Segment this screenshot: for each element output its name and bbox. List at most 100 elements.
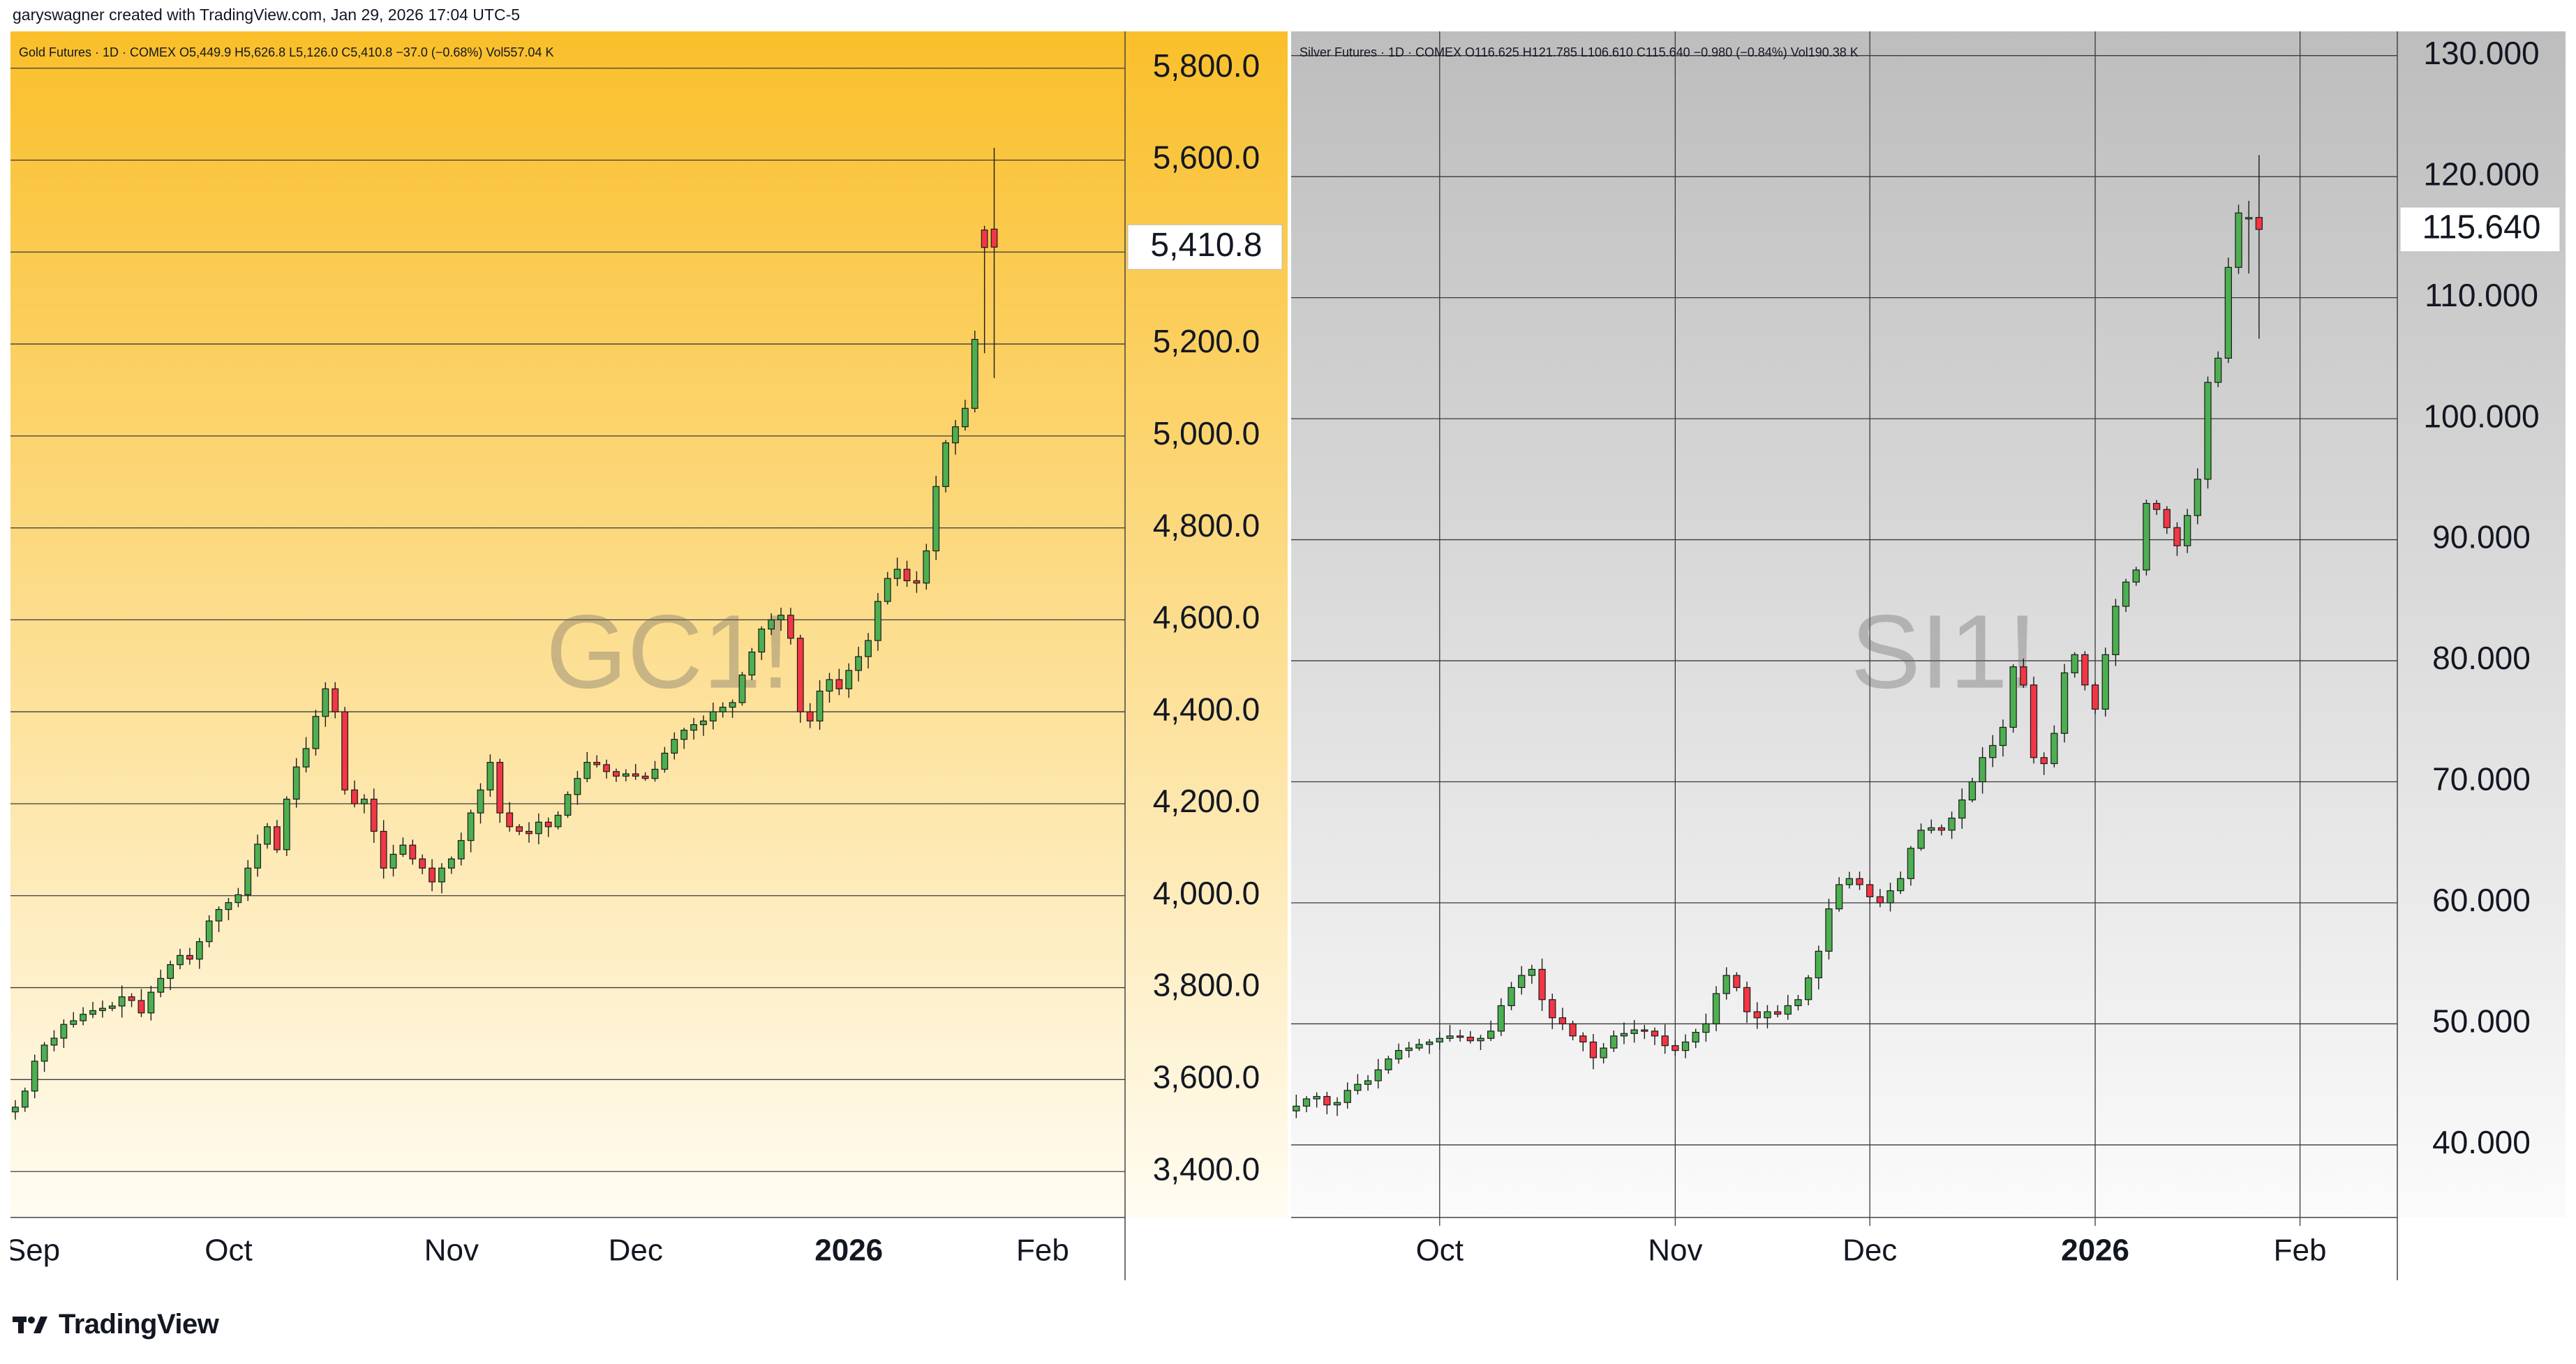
silver-y-tick-label: 60.000	[2432, 882, 2531, 918]
silver-candle-body	[1651, 1031, 1659, 1037]
silver-candle-body	[1753, 1011, 1761, 1019]
gold-candle-body	[244, 867, 252, 896]
silver-candle-body	[1293, 1105, 1300, 1111]
silver-candle-body	[2204, 382, 2212, 480]
silver-candle-body	[1528, 968, 1536, 976]
silver-x-tick-label: Feb	[2274, 1234, 2327, 1268]
gold-candle-body	[195, 941, 203, 960]
gold-candle-body	[835, 679, 843, 689]
gold-candle-body	[952, 426, 959, 444]
gold-candle-body	[137, 1000, 145, 1014]
silver-y-tick-label: 90.000	[2432, 519, 2531, 555]
gold-y-tick-label: 5,800.0	[1153, 47, 1260, 84]
silver-candle-body	[1907, 848, 1915, 879]
silver-candle-body	[1825, 908, 1833, 952]
silver-candle-body	[2235, 212, 2242, 268]
gold-candle-body	[816, 690, 824, 721]
gold-candle-body	[467, 812, 475, 841]
silver-candle-body	[1764, 1011, 1771, 1019]
silver-candle-body	[2009, 666, 2017, 728]
silver-candle-body	[1313, 1095, 1320, 1100]
gold-candle-body	[990, 228, 998, 248]
gold-candle-body	[322, 688, 329, 717]
gold-candle-body	[312, 716, 320, 749]
gold-candle-body	[234, 894, 242, 904]
silver-y-tick-label: 50.000	[2432, 1003, 2531, 1040]
gold-candle-body	[768, 619, 775, 630]
silver-candle-body	[1354, 1084, 1362, 1091]
gold-candle-body	[796, 638, 804, 712]
gold-candle-body	[186, 954, 193, 960]
gold-futures-chart-panel[interactable]: GC1! Gold Futures · 1D · COMEX O5,449.9 H…	[10, 31, 1288, 1287]
gold-candle-body	[622, 773, 630, 777]
silver-candle-body	[1620, 1033, 1628, 1037]
silver-candle-body	[1569, 1023, 1577, 1037]
silver-x-tick-label: Dec	[1842, 1234, 1897, 1268]
gold-y-tick-label: 4,600.0	[1153, 599, 1260, 636]
silver-candle-body	[1405, 1047, 1413, 1051]
silver-candle-body	[1630, 1029, 1638, 1034]
gold-futures-chart[interactable]: GC1! Gold Futures · 1D · COMEX O5,449.9 H…	[10, 31, 1288, 1287]
snapshot-credit: garyswagner created with TradingView.com…	[13, 6, 521, 24]
gold-candle-body	[167, 964, 174, 979]
silver-candle-body	[2101, 654, 2109, 710]
gold-candle-body	[593, 762, 601, 765]
silver-candle-body	[1692, 1031, 1699, 1043]
gold-y-tick-label: 3,400.0	[1153, 1151, 1260, 1187]
silver-candle-body	[1425, 1041, 1434, 1045]
gold-candle-body	[283, 798, 290, 850]
gold-candle-body	[273, 826, 281, 850]
gold-candle-body	[380, 830, 387, 869]
gold-candle-body	[574, 778, 581, 795]
silver-candle-body	[1876, 896, 1884, 904]
gold-candle-body	[661, 752, 669, 770]
silver-candle-body	[1886, 890, 1894, 904]
gold-candle-body	[419, 858, 426, 869]
silver-candle-body	[2112, 606, 2120, 655]
silver-candle-body	[2194, 479, 2201, 516]
silver-candle-body	[1661, 1035, 1669, 1047]
silver-candle-body	[1610, 1035, 1618, 1049]
silver-candle-body	[1579, 1035, 1587, 1043]
gold-y-tick-label: 5,600.0	[1153, 140, 1260, 176]
silver-candle-body	[2091, 684, 2099, 710]
silver-futures-chart-panel[interactable]: SI1! Silver Futures · 1D · COMEX O116.625…	[1291, 31, 2566, 1287]
silver-y-tick-label: 100.000	[2423, 398, 2539, 434]
gold-candle-body	[651, 768, 659, 779]
gold-last-price-label: 5,410.8	[1150, 227, 1262, 264]
silver-candle-body	[1415, 1044, 1423, 1049]
silver-candle-body	[2020, 666, 2027, 686]
silver-candle-body	[1999, 726, 2007, 747]
gold-y-tick-label: 3,600.0	[1153, 1058, 1260, 1095]
silver-candle-body	[1518, 975, 1526, 989]
gold-candle-body	[961, 407, 969, 428]
silver-candle-body	[2081, 654, 2089, 686]
silver-candle-body	[1937, 827, 1946, 831]
silver-candle-body	[1374, 1069, 1382, 1081]
gold-candle-body	[971, 338, 978, 409]
silver-candle-body	[1743, 987, 1751, 1012]
tradingview-footer: TradingView	[13, 1309, 219, 1340]
silver-candle-body	[1549, 999, 1556, 1019]
gold-last-price-box	[1127, 224, 1283, 270]
silver-candle-body	[1712, 993, 1720, 1025]
gold-candle-body	[923, 550, 930, 584]
silver-candle-body	[1794, 999, 1802, 1007]
silver-candle-body	[1600, 1047, 1607, 1058]
silver-futures-chart[interactable]: SI1! Silver Futures · 1D · COMEX O116.625…	[1291, 31, 2566, 1287]
silver-candle-body	[1722, 975, 1730, 994]
silver-candle-body	[2163, 509, 2171, 528]
gold-candle-body	[603, 764, 610, 772]
silver-last-price-box	[2399, 207, 2561, 253]
silver-candle-body	[1385, 1058, 1392, 1070]
silver-candle-body	[1497, 1005, 1505, 1032]
silver-candle-body	[1477, 1037, 1484, 1042]
gold-candle-body	[99, 1007, 106, 1012]
gold-candle-body	[302, 748, 310, 767]
gold-y-tick-label: 4,800.0	[1153, 507, 1260, 544]
gold-candle-body	[177, 954, 184, 966]
silver-candle-body	[1589, 1041, 1598, 1058]
silver-y-tick-label: 40.000	[2432, 1124, 2531, 1160]
silver-x-tick-label: 2026	[2061, 1234, 2129, 1268]
gold-y-tick-label: 3,800.0	[1153, 967, 1260, 1003]
